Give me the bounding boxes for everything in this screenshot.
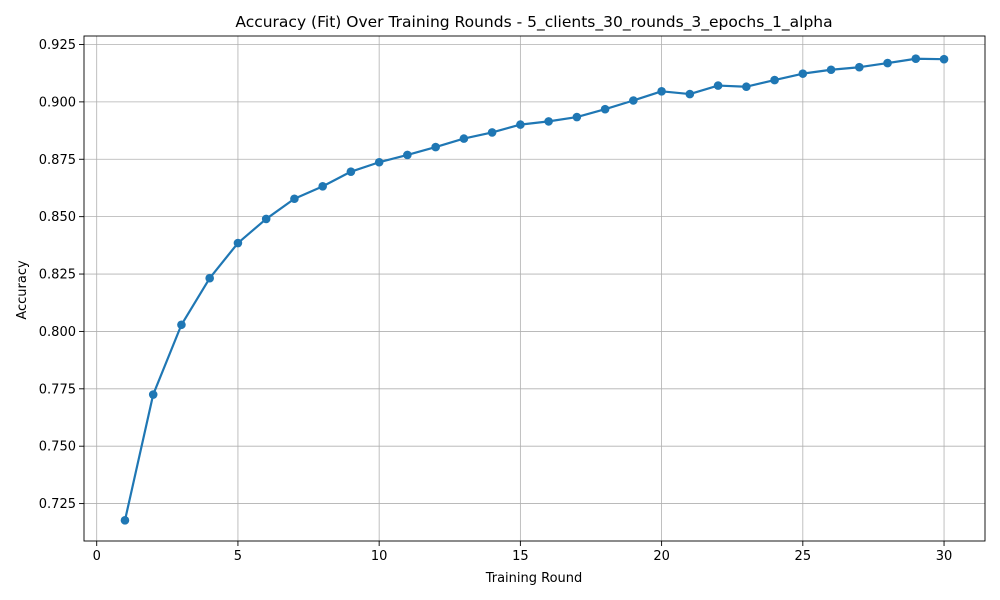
data-point: [939, 54, 949, 64]
series-layer: [120, 54, 949, 525]
data-point: [459, 134, 469, 143]
data-point: [826, 65, 836, 75]
data-point: [713, 81, 723, 90]
chart-title: Accuracy (Fit) Over Training Rounds - 5_…: [235, 13, 832, 32]
data-point: [572, 112, 582, 122]
data-point: [120, 516, 130, 525]
x-tick-label: 5: [234, 549, 242, 564]
data-point: [855, 62, 864, 72]
x-axis-ticks: 0 5 10 15 20 25 30: [93, 541, 953, 564]
plot-frame: [83, 35, 986, 542]
data-point: [798, 69, 808, 78]
x-tick-label: 0: [93, 549, 101, 564]
y-tick-label: 0.725: [39, 497, 76, 512]
data-point: [911, 54, 921, 64]
y-tick-label: 0.925: [39, 38, 76, 53]
data-point: [290, 194, 299, 204]
data-point: [205, 273, 214, 283]
grid-lines: [84, 36, 985, 541]
data-point: [600, 104, 610, 114]
data-point: [431, 142, 440, 152]
y-axis-label: Accuracy: [15, 260, 30, 320]
x-axis-label: Training Round: [485, 571, 583, 586]
data-point: [770, 75, 779, 85]
data-point: [487, 128, 497, 137]
y-tick-label: 0.900: [39, 95, 76, 110]
data-point: [742, 82, 751, 92]
data-point: [657, 87, 666, 96]
data-point: [883, 58, 892, 68]
y-tick-label: 0.825: [39, 268, 76, 283]
data-point: [233, 238, 243, 248]
x-tick-label: 10: [371, 549, 388, 564]
y-tick-label: 0.750: [39, 440, 76, 455]
data-point: [403, 150, 412, 160]
data-point: [374, 157, 384, 167]
y-tick-label: 0.850: [39, 210, 76, 225]
data-point: [261, 214, 271, 224]
x-tick-label: 20: [653, 549, 670, 564]
data-point: [685, 89, 695, 99]
x-tick-label: 30: [936, 549, 953, 564]
data-point: [148, 390, 158, 399]
y-tick-label: 0.875: [39, 153, 76, 168]
series-line: [123, 57, 945, 521]
x-tick-label: 25: [795, 549, 812, 564]
y-axis-ticks: 0.725 0.750 0.775 0.800 0.825 0.850 0.875 0.900…: [39, 38, 84, 512]
x-tick-label: 15: [512, 549, 529, 564]
data-point: [346, 167, 356, 176]
data-point: [516, 120, 525, 129]
data-point: [177, 320, 186, 330]
data-point: [544, 117, 553, 126]
data-point: [629, 96, 638, 105]
y-tick-label: 0.775: [39, 382, 76, 397]
data-point: [318, 182, 327, 191]
y-tick-label: 0.800: [39, 325, 76, 340]
